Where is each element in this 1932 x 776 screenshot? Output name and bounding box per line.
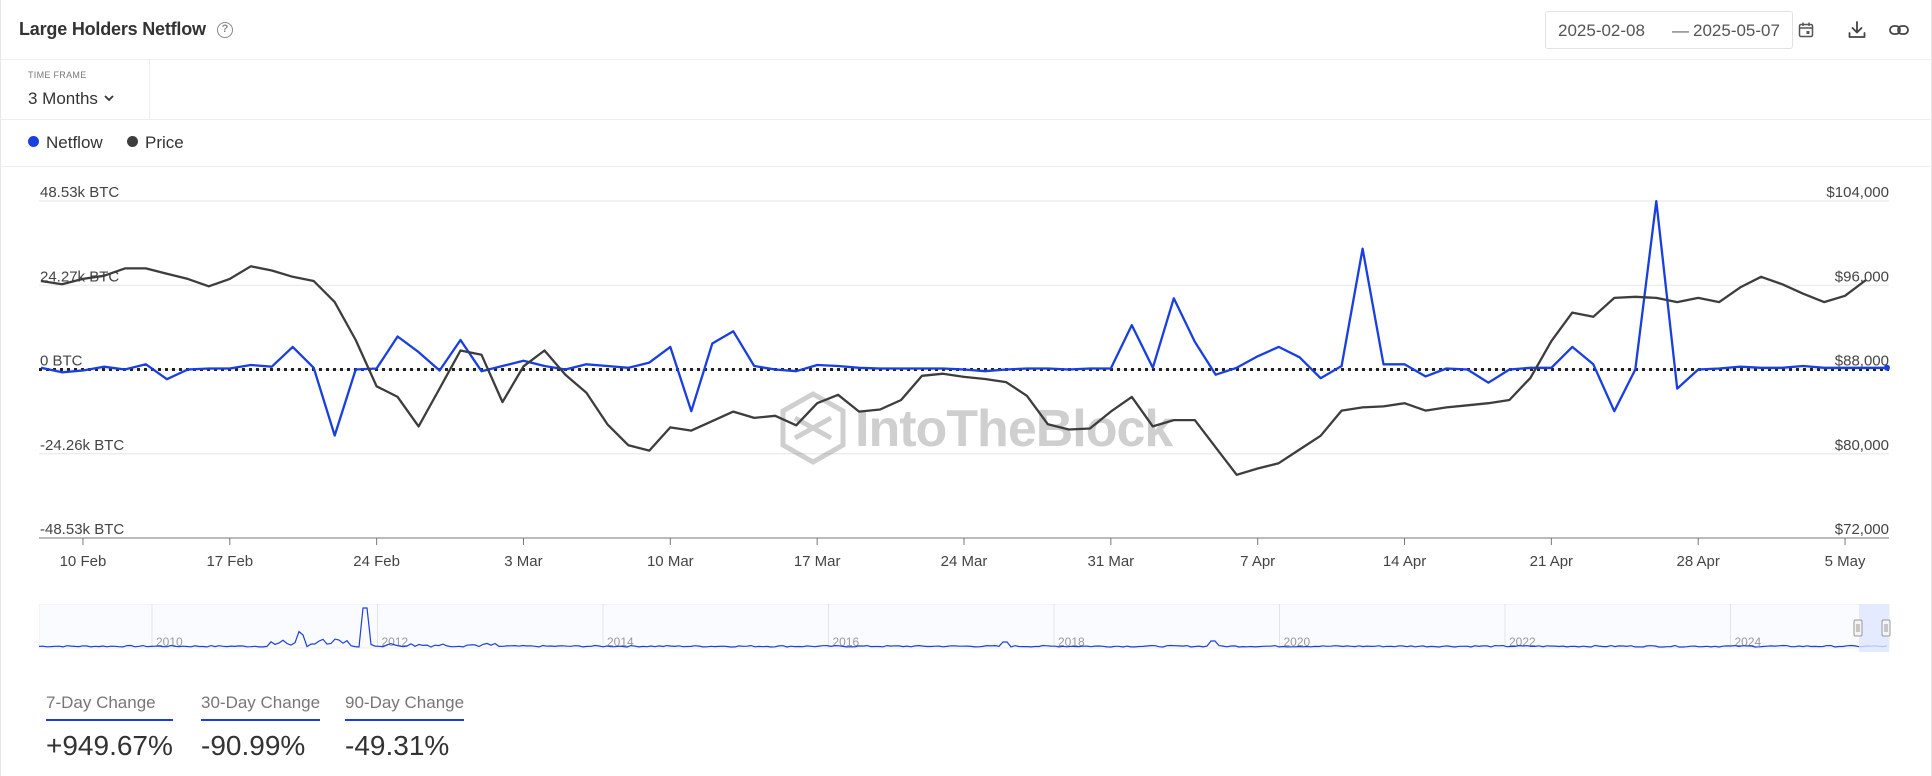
navigator-series-line (39, 607, 1888, 648)
stat-7-day[interactable]: 7-Day Change +949.67% (46, 693, 173, 762)
legend-label-netflow: Netflow (46, 133, 103, 152)
x-tick-label: 10 Feb (60, 553, 107, 570)
series-line-price (40, 265, 1867, 476)
legend-dot-netflow (28, 136, 39, 147)
x-tick-label: 17 Feb (206, 553, 253, 570)
legend-label-price: Price (145, 133, 184, 152)
divider (1, 166, 1932, 167)
stat-90-day[interactable]: 90-Day Change -49.31% (345, 693, 465, 762)
chevron-down-icon[interactable] (103, 92, 115, 104)
stat-value: +949.67% (46, 730, 173, 761)
watermark-logo-icon (780, 391, 846, 465)
watermark-text: IntoTheBlock (855, 400, 1173, 458)
y-tick-label-left: -48.53k BTC (40, 521, 124, 538)
y-tick-label-right: $72,000 (1835, 521, 1889, 538)
stat-30-day[interactable]: 30-Day Change -90.99% (201, 693, 321, 762)
navigator-year-label: 2020 (1284, 635, 1311, 649)
legend-item-price[interactable]: Price (127, 133, 184, 153)
y-tick-label-left: 24.27k BTC (40, 268, 119, 285)
x-tick-label: 24 Feb (353, 553, 400, 570)
navigator-handle[interactable] (1853, 619, 1863, 637)
stat-label[interactable]: 7-Day Change (46, 693, 173, 721)
timeframe-selector[interactable]: TIME FRAME 3 Months (1, 60, 150, 119)
y-tick-label-left: -24.26k BTC (40, 437, 124, 454)
y-tick-label-right: $96,000 (1835, 268, 1889, 285)
stat-value: -90.99% (201, 730, 306, 761)
question-circle-icon[interactable]: ? (217, 22, 233, 38)
x-tick-label: 21 Apr (1530, 553, 1573, 570)
navigator-year-label: 2010 (156, 635, 183, 649)
navigator-handle[interactable] (1881, 619, 1891, 637)
date-from[interactable]: 2025-02-08 (1558, 21, 1645, 40)
x-tick-label: 17 Mar (794, 553, 841, 570)
download-icon[interactable] (1846, 19, 1868, 41)
y-tick-label-left: 0 BTC (40, 353, 83, 370)
x-tick-label: 7 Apr (1240, 553, 1275, 570)
legend-item-netflow[interactable]: Netflow (28, 133, 103, 153)
x-tick-label: 24 Mar (941, 553, 988, 570)
navigator-year-label: 2018 (1058, 635, 1085, 649)
x-tick-label: 28 Apr (1677, 553, 1720, 570)
x-tick-label: 5 May (1825, 553, 1866, 570)
calendar-icon[interactable] (1797, 21, 1815, 44)
y-tick-label-right: $80,000 (1835, 437, 1889, 454)
main-chart[interactable]: 48.53k BTC $104,000 24.27k BTC $96,000 0 BTC… (1, 175, 1932, 580)
navigator-track[interactable] (39, 604, 1890, 649)
navigator-year-label: 2012 (382, 635, 409, 649)
timeframe-label: TIME FRAME (28, 70, 87, 80)
stat-value: -49.31% (345, 730, 450, 761)
date-to[interactable]: 2025-05-07 (1693, 21, 1780, 40)
series-line-netflow (40, 199, 1887, 437)
stat-label[interactable]: 30-Day Change (201, 693, 321, 721)
stat-label[interactable]: 90-Day Change (345, 693, 465, 721)
x-tick-label: 3 Mar (504, 553, 542, 570)
date-separator: — (1672, 21, 1689, 40)
timeframe-selected[interactable]: 3 Months (28, 89, 98, 108)
navigator-year-label: 2014 (607, 635, 634, 649)
chart-title: Large Holders Netflow (19, 19, 206, 39)
y-tick-label-right: $88,000 (1835, 353, 1889, 370)
divider (1, 119, 1932, 120)
y-tick-label-left: 48.53k BTC (40, 184, 119, 201)
date-range-picker[interactable]: 2025-02-08 — 2025-05-07 (1545, 11, 1814, 49)
chart-navigator[interactable]: 2010 2012 2014 2016 2018 2020 2022 2024 (39, 604, 1895, 652)
y-tick-label-right: $104,000 (1826, 184, 1889, 201)
legend-dot-price (127, 136, 138, 147)
series-point-netflow (1884, 364, 1890, 371)
link-icon[interactable] (1888, 19, 1910, 41)
x-tick-label: 10 Mar (647, 553, 694, 570)
timeframe-value[interactable]: 3 Months (28, 89, 115, 109)
watermark: IntoTheBlock (780, 391, 1174, 465)
card-header: Large Holders Netflow ? 2025-02-08 — 202… (1, 0, 1932, 60)
x-tick-label: 14 Apr (1383, 553, 1426, 570)
x-tick-label: 31 Mar (1087, 553, 1134, 570)
